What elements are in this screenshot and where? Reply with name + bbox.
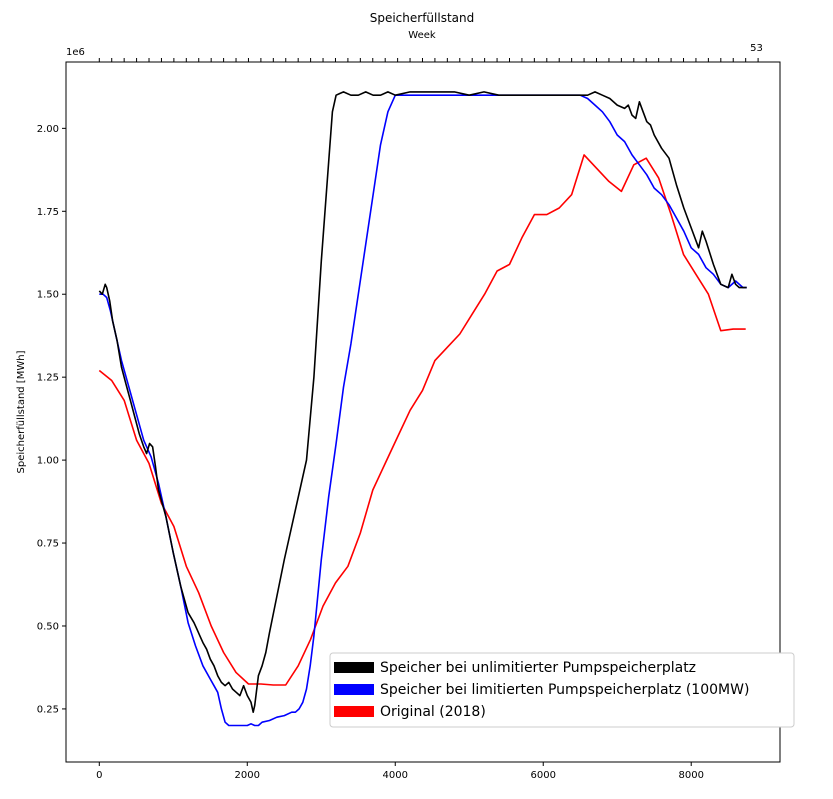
series-line — [98, 154, 746, 686]
y-tick-label: 0.75 — [37, 539, 59, 550]
secondary-x-axis — [98, 58, 759, 62]
x-tick-label: 6000 — [531, 770, 556, 781]
legend-swatch — [334, 706, 374, 717]
y-tick-label: 1.25 — [37, 373, 59, 384]
y-offset-label: 1e6 — [66, 47, 85, 58]
x-tick-label: 2000 — [235, 770, 260, 781]
y-axis: 0.25 0.50 0.75 1.00 1.25 1.50 1.75 2.00 — [37, 124, 66, 715]
x-tick-label: 4000 — [383, 770, 408, 781]
y-tick-label: 1.50 — [37, 290, 59, 301]
series-line — [98, 91, 747, 714]
legend-swatch — [334, 662, 374, 673]
y-tick-label: 0.25 — [37, 704, 59, 715]
x-axis: 0 2000 4000 6000 8000 — [96, 762, 704, 781]
y-tick-label: 0.50 — [37, 621, 59, 632]
y-tick-label: 2.00 — [37, 124, 59, 135]
plot-area — [65, 61, 781, 763]
axes-frame — [65, 61, 781, 763]
legend-label: Speicher bei limitierten Pumpspeicherpla… — [380, 682, 749, 698]
legend-swatch — [334, 684, 374, 695]
legend: Speicher bei unlimitierter Pumpspeicherp… — [329, 652, 795, 728]
legend-label: Original (2018) — [380, 704, 486, 720]
y-tick-label: 1.00 — [37, 456, 59, 467]
series-line — [99, 94, 747, 727]
chart-title: Speicherfüllstand — [370, 11, 475, 25]
secondary-x-axis-label: Week — [408, 30, 436, 41]
legend-box — [329, 652, 795, 728]
legend-label: Speicher bei unlimitierter Pumpspeicherp… — [380, 660, 696, 676]
series-layer — [98, 91, 747, 727]
secondary-x-tick-label: 53 — [750, 43, 763, 54]
y-axis-label: Speicherfüllstand [MWh] — [16, 350, 27, 473]
x-tick-label: 8000 — [678, 770, 703, 781]
x-tick-label: 0 — [96, 770, 102, 781]
y-tick-label: 1.75 — [37, 207, 59, 218]
